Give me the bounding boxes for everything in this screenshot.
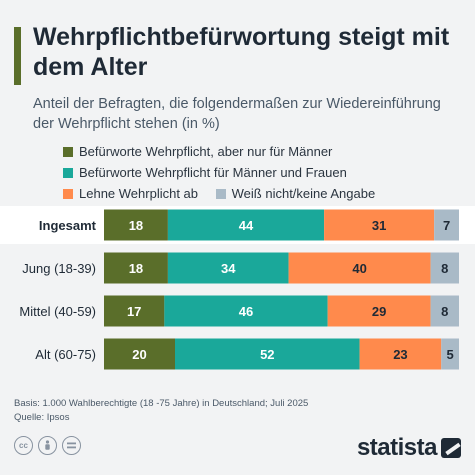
data-label: 29 xyxy=(372,304,386,319)
legend: Befürworte Wehrpflicht, aber nur für Män… xyxy=(63,141,463,204)
data-label: 17 xyxy=(127,304,141,319)
bar-segment xyxy=(167,209,325,241)
data-label: 52 xyxy=(260,347,274,362)
legend-swatch xyxy=(215,189,226,199)
data-label: 34 xyxy=(221,261,236,276)
bar-segment xyxy=(434,209,459,241)
data-label: 7 xyxy=(443,218,450,233)
category-label: Alt (60-75) xyxy=(35,347,96,362)
title-accent-bar xyxy=(14,27,21,85)
legend-swatch xyxy=(63,168,73,178)
data-label: 5 xyxy=(447,347,454,362)
bar-segment xyxy=(104,338,175,370)
data-label: 31 xyxy=(372,218,386,233)
by-icon[interactable] xyxy=(38,436,57,455)
license-icons: cc xyxy=(14,436,81,458)
bar-segment xyxy=(430,295,459,327)
bar-segment xyxy=(104,209,168,241)
bar-segment xyxy=(104,295,165,327)
data-label: 23 xyxy=(393,347,407,362)
bar-segment xyxy=(164,295,328,327)
bar-segment xyxy=(441,338,459,370)
legend-label: Lehne Wehrplicht ab xyxy=(79,186,199,201)
bar-segment xyxy=(288,252,431,284)
bar-segment xyxy=(324,209,435,241)
basis-note: Basis: 1.000 Wahlberechtigte (18 -75 Jah… xyxy=(14,398,309,409)
legend-swatch xyxy=(63,147,73,157)
category-label: Jung (18-39) xyxy=(22,261,96,276)
bar-segment xyxy=(359,338,442,370)
bar-segment xyxy=(430,252,459,284)
legend-swatch xyxy=(63,189,73,199)
data-label: 18 xyxy=(129,218,143,233)
nd-icon[interactable] xyxy=(62,436,81,455)
bar-segment xyxy=(175,338,360,370)
chart-subtitle: Anteil der Befragten, die folgendermaßen… xyxy=(33,96,441,132)
cc-icon[interactable]: cc xyxy=(14,436,33,455)
legend-item-men-and-women: Befürworte Wehrpflicht für Männer und Fr… xyxy=(63,162,347,183)
data-label: 44 xyxy=(239,218,254,233)
logo-mark-icon xyxy=(441,438,461,458)
logo-text: statista xyxy=(356,434,438,461)
statista-logo[interactable]: statista xyxy=(357,434,461,462)
legend-label: Befürworte Wehrpflicht, aber nur für Män… xyxy=(79,144,333,159)
data-label: 40 xyxy=(352,261,366,276)
data-label: 8 xyxy=(441,304,448,319)
category-label: Mittel (40-59) xyxy=(19,304,96,319)
bar-segment xyxy=(167,252,289,284)
legend-item-men-only: Befürworte Wehrpflicht, aber nur für Män… xyxy=(63,141,332,162)
data-label: 18 xyxy=(129,261,143,276)
legend-item-reject: Lehne Wehrplicht ab xyxy=(63,183,198,204)
chart-title: Wehrpflichtbefürwortung steigt mit dem A… xyxy=(33,23,450,81)
category-label: Ingesamt xyxy=(39,218,97,233)
source-note: Quelle: Ipsos xyxy=(14,412,70,423)
footnote: Basis: 1.000 Wahlberechtigte (18 -75 Jah… xyxy=(14,397,464,425)
data-label: 46 xyxy=(239,304,253,319)
legend-label: Befürworte Wehrpflicht für Männer und Fr… xyxy=(79,165,347,180)
data-label: 20 xyxy=(132,347,146,362)
legend-label: Weiß nicht/keine Angabe xyxy=(231,186,376,201)
bar-segment xyxy=(104,252,168,284)
data-label: 8 xyxy=(441,261,448,276)
legend-item-dont-know: Weiß nicht/keine Angabe xyxy=(215,183,376,204)
bar-segment xyxy=(327,295,431,327)
